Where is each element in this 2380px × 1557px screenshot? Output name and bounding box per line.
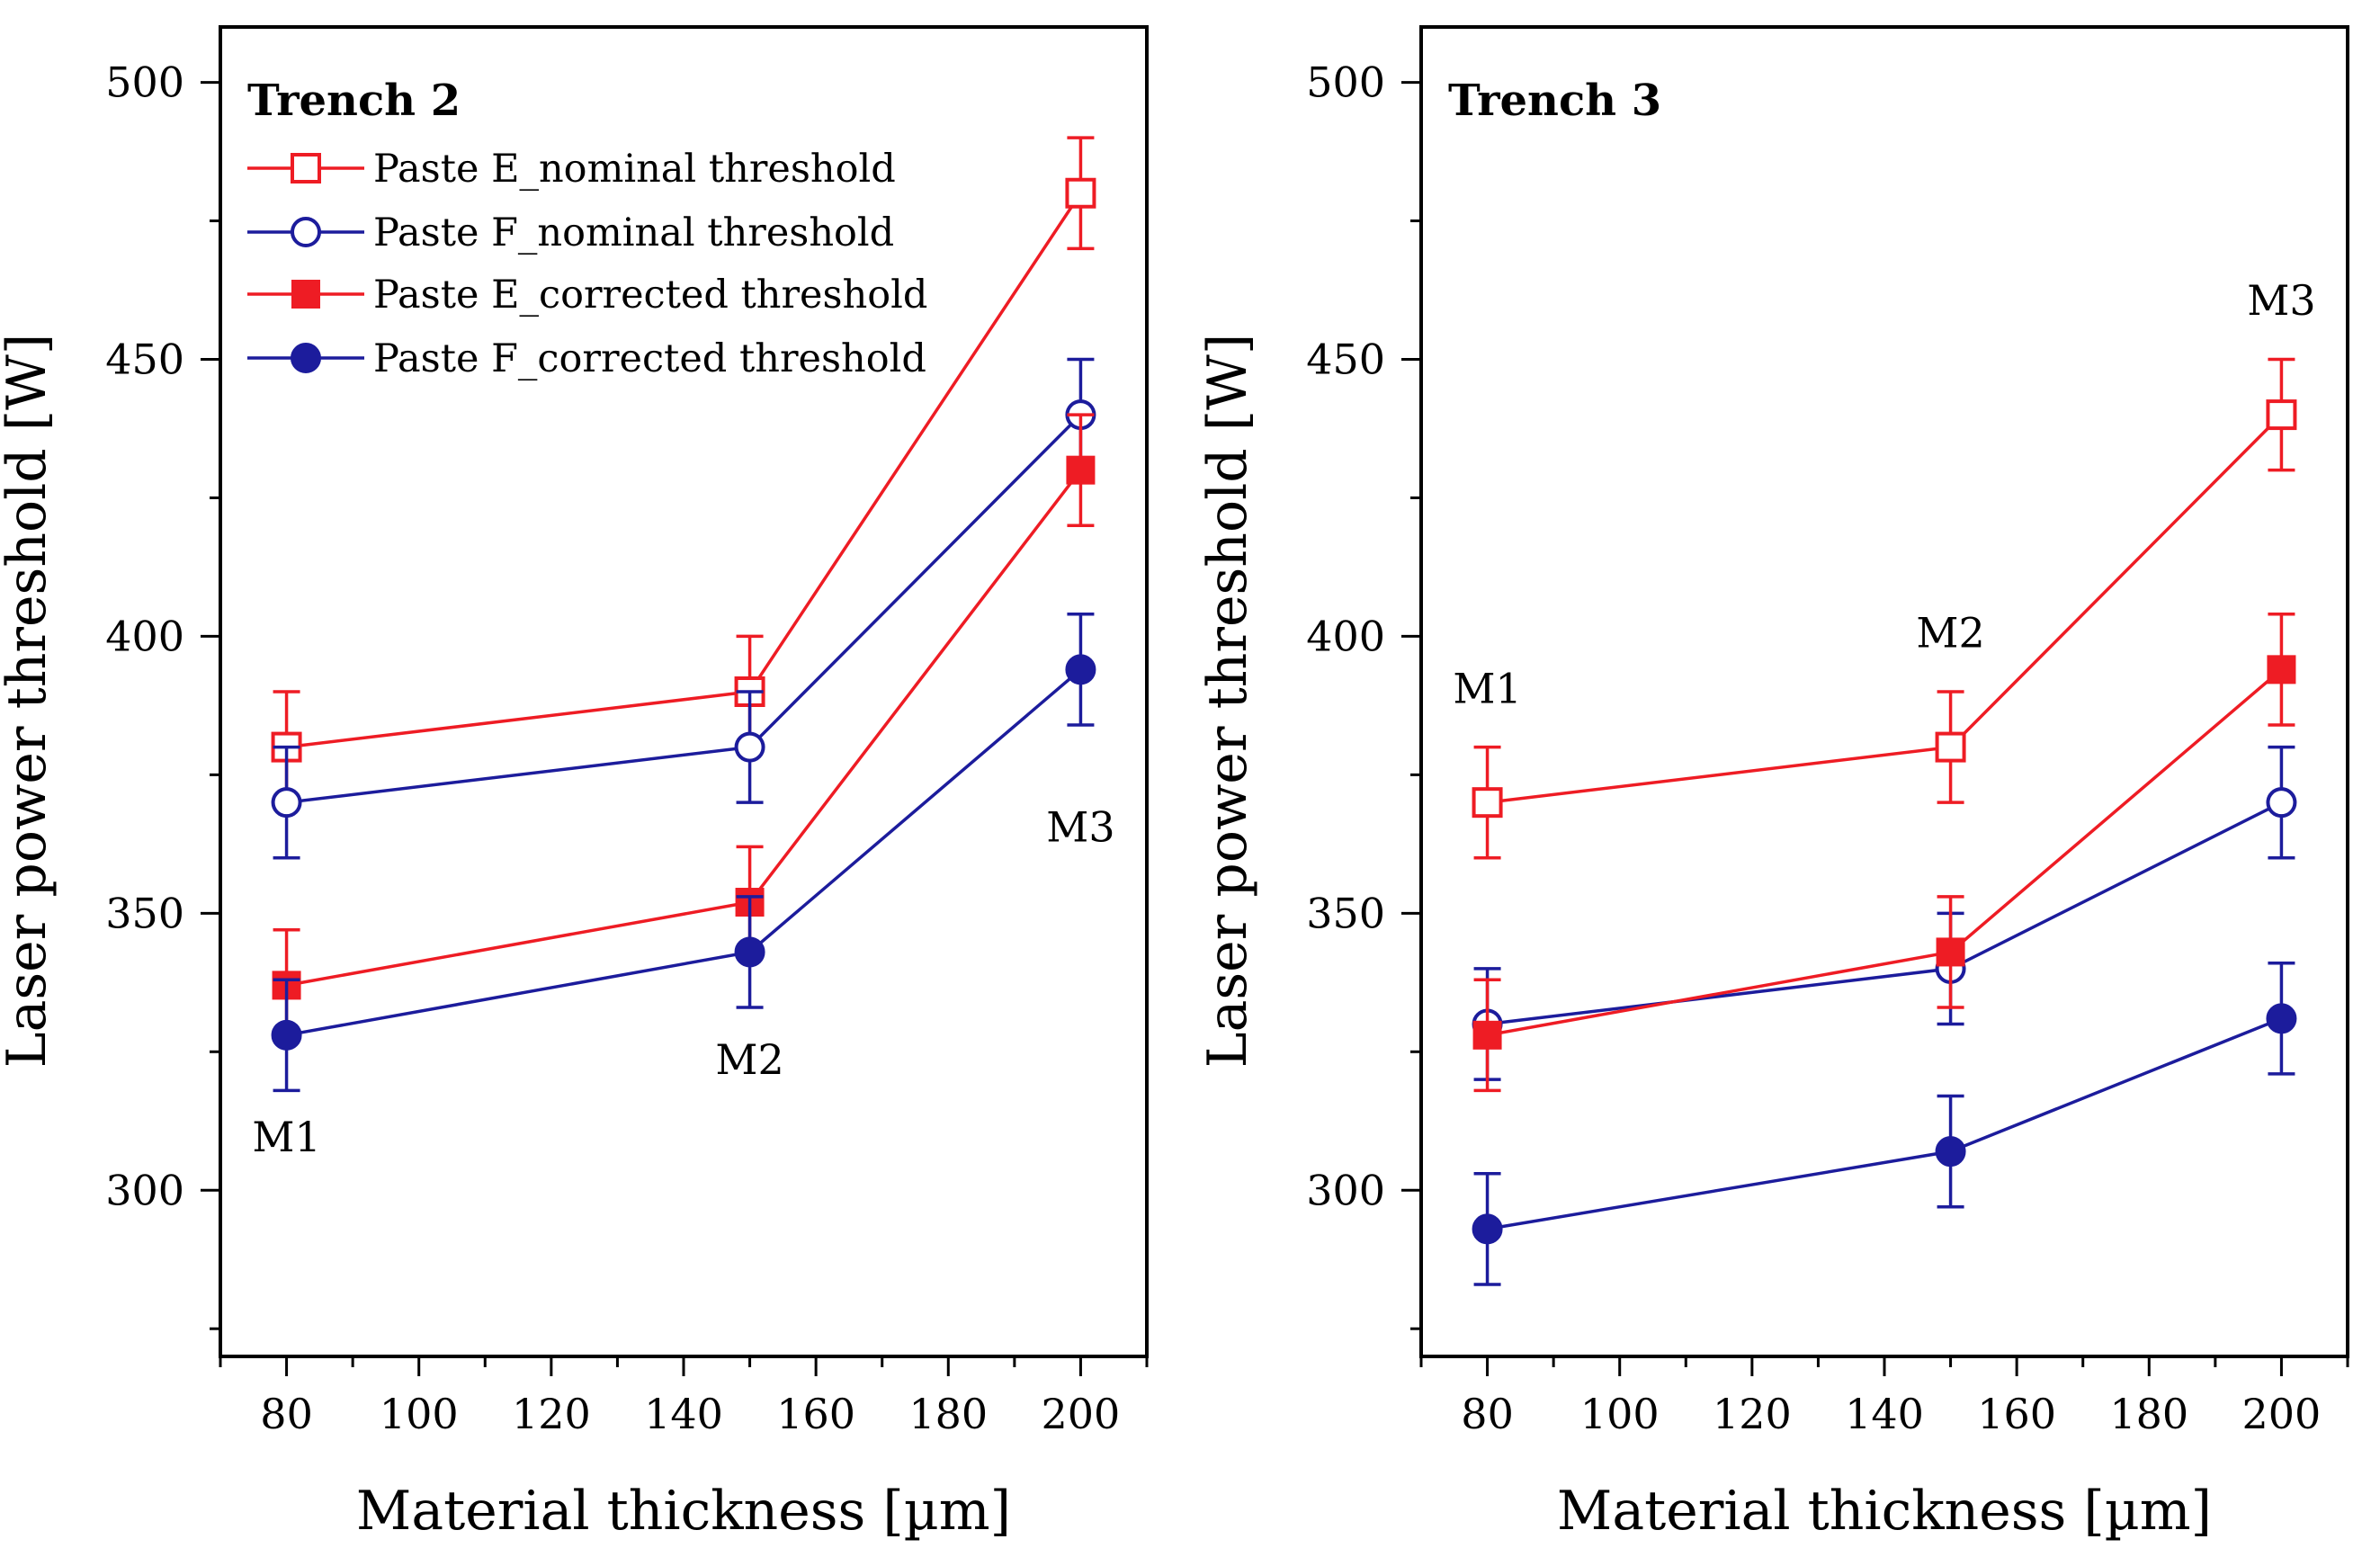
legend: Paste E_nominal threshold Paste F_nominal… <box>247 147 927 381</box>
x-tick-label: 200 <box>1042 1390 1121 1438</box>
x-axis-title: Material thickness [µm] <box>356 1480 1011 1543</box>
data-point <box>1065 654 1096 685</box>
y-tick-label: 300 <box>105 1166 184 1214</box>
data-point <box>1065 177 1096 209</box>
data-point <box>1066 455 1096 485</box>
data-point <box>2266 1003 2297 1034</box>
x-tick-label: 140 <box>644 1390 723 1438</box>
legend-label: Paste E_corrected threshold <box>373 273 927 318</box>
series-line <box>1487 801 2283 1026</box>
series-line <box>1487 1016 2283 1231</box>
annotation-label: M3 <box>2247 276 2315 325</box>
series-paste-e-corrected-threshold <box>272 413 1096 1042</box>
y-tick-label: 400 <box>105 612 184 660</box>
series-paste-e-corrected-threshold <box>1472 613 2296 1093</box>
annotation-label: M3 <box>1046 802 1114 851</box>
legend-item-paste-f-corrected-threshold: Paste F_corrected threshold <box>247 336 926 381</box>
x-tick-label: 160 <box>776 1390 855 1438</box>
y-tick-label: 500 <box>105 58 184 107</box>
legend-label: Paste F_nominal threshold <box>373 210 894 255</box>
data-point <box>1472 787 1503 819</box>
series-paste-f-corrected-threshold <box>1472 962 2297 1286</box>
series-line <box>286 668 1082 1037</box>
annotation-label: M2 <box>715 1035 783 1084</box>
data-point <box>2266 787 2297 819</box>
y-tick-label: 500 <box>1306 58 1385 107</box>
x-axis-title: Material thickness [µm] <box>1557 1480 2212 1543</box>
x-tick-label: 200 <box>2242 1390 2322 1438</box>
series-line <box>1487 668 2283 1037</box>
x-tick-label: 120 <box>512 1390 591 1438</box>
data-point <box>1472 1213 1503 1245</box>
series-line <box>1487 413 2283 804</box>
plot-frame <box>1419 25 2349 1358</box>
y-axis-title: Laser power threshold [W] <box>0 334 58 1068</box>
x-tick-label: 180 <box>908 1390 988 1438</box>
series-paste-f-nominal-threshold <box>271 357 1096 860</box>
series-line <box>286 413 1082 804</box>
chart-panel-trench-3: 80 100 120 140 160 180 200 300 350 400 450 500 Mater… <box>1196 25 2349 1543</box>
panel-title: Trench 3 <box>1448 76 1661 126</box>
annotation-label: M1 <box>1453 664 1521 712</box>
legend-item-paste-e-corrected-threshold: Paste E_corrected threshold <box>247 273 927 318</box>
x-tick-label: 160 <box>1977 1390 2056 1438</box>
data-point <box>2267 655 2296 685</box>
data-point <box>1935 1136 1966 1168</box>
y-tick-label: 450 <box>1306 336 1385 384</box>
x-tick-label: 80 <box>260 1390 313 1438</box>
legend-item-paste-e-nominal-threshold: Paste E_nominal threshold <box>247 147 896 192</box>
series-paste-f-corrected-threshold <box>271 613 1096 1093</box>
x-tick-label: 120 <box>1713 1390 1792 1438</box>
data-point <box>1936 937 1965 967</box>
annotation-label: M1 <box>252 1113 320 1161</box>
x-tick-label: 100 <box>1580 1390 1660 1438</box>
x-tick-label: 140 <box>1845 1390 1924 1438</box>
legend-item-paste-f-nominal-threshold: Paste F_nominal threshold <box>247 210 894 255</box>
x-tick-label: 80 <box>1461 1390 1514 1438</box>
data-point <box>734 731 765 763</box>
data-point <box>1935 731 1966 763</box>
x-tick-label: 100 <box>380 1390 459 1438</box>
data-point <box>271 787 302 819</box>
data-point <box>734 936 765 968</box>
legend-marker <box>291 217 321 247</box>
panel-title: Trench 2 <box>247 76 461 126</box>
y-tick-label: 400 <box>1306 612 1385 660</box>
legend-marker <box>291 280 320 309</box>
annotation-label: M2 <box>1916 609 1984 658</box>
x-tick-label: 180 <box>2109 1390 2188 1438</box>
series-paste-e-nominal-threshold <box>1472 357 2297 860</box>
y-tick-label: 350 <box>105 889 184 937</box>
data-point <box>2266 399 2297 431</box>
chart-panel-trench-2: 80 100 120 140 160 180 200 300 350 400 450 500 Mater… <box>0 25 1149 1543</box>
legend-marker <box>291 343 321 373</box>
y-tick-label: 350 <box>1306 889 1385 937</box>
legend-label: Paste E_nominal threshold <box>373 147 896 192</box>
series-line <box>286 469 1082 988</box>
legend-label: Paste F_corrected threshold <box>373 336 926 381</box>
y-axis-title: Laser power threshold [W] <box>1196 334 1259 1068</box>
y-tick-label: 450 <box>105 336 184 384</box>
y-tick-label: 300 <box>1306 1166 1385 1214</box>
legend-marker <box>291 153 321 183</box>
data-point <box>271 1019 302 1051</box>
data-point <box>1472 1020 1502 1050</box>
series-paste-f-nominal-threshold <box>1472 745 2297 1081</box>
